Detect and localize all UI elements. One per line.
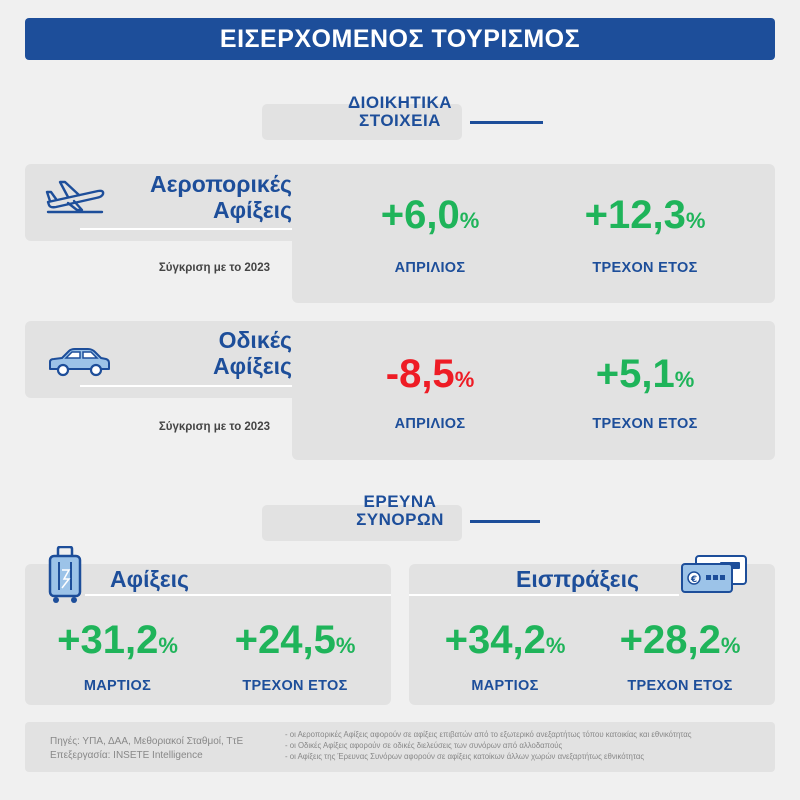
airplane-icon (45, 180, 105, 214)
admin-section-label (262, 104, 462, 140)
survey-arrivals-ytd-number: +24,5 (234, 618, 336, 662)
road-month-label: ΑΠΡΙΛΙΟΣ (394, 416, 466, 432)
road-title-line1: Οδικές (218, 327, 292, 353)
survey-section-line2: ΣΥΝΟΡΩΝ (356, 510, 444, 529)
survey-receipts-ytd-label: ΤΡΕΧΟΝ ΕΤΟΣ (627, 678, 733, 694)
air-divider (80, 228, 292, 230)
air-title-line1: Αεροπορικές (150, 171, 292, 197)
survey-receipts-divider (409, 594, 679, 596)
survey-arrivals-ytd-value: +24,5% (205, 618, 385, 663)
road-ytd-number: +5,1 (595, 352, 675, 396)
road-ytd-value: +5,1% (555, 352, 735, 397)
survey-section-underline (470, 520, 540, 523)
survey-arrivals-month-value: +31,2% (30, 618, 205, 663)
air-comparison: Σύγκριση με το 2023 (158, 262, 270, 274)
road-ytd-label: ΤΡΕΧΟΝ ΕΤΟΣ (592, 416, 698, 432)
road-title: Οδικές Αφίξεις (100, 327, 292, 379)
page-title: ΕΙΣΕΡΧΟΜΕΝΟΣ ΤΟΥΡΙΣΜΟΣ (25, 18, 775, 60)
footer-note-2: - οι Οδικές Αφίξεις αφορούν σε οδικές δι… (285, 741, 563, 750)
admin-section-line1: ΔΙΟΙΚΗΤΙΚΑ (347, 93, 453, 112)
car-icon (49, 348, 110, 377)
survey-receipts-ytd-pct: % (720, 633, 741, 658)
footer-note-1: - οι Αεροπορικές Αφίξεις αφορούν σε αφίξ… (285, 730, 692, 739)
air-data-panel (292, 164, 775, 303)
road-ytd-pct: % (674, 367, 695, 392)
air-month-pct: % (459, 208, 480, 233)
air-month-value: +6,0% (340, 193, 520, 238)
survey-arrivals-ytd-label: ΤΡΕΧΟΝ ΕΤΟΣ (242, 678, 348, 694)
survey-arrivals-month-number: +31,2 (57, 618, 159, 662)
air-title: Αεροπορικές Αφίξεις (100, 171, 292, 223)
survey-section-label (262, 505, 462, 541)
survey-arrivals-panel (25, 564, 391, 705)
footer-sources-block: Πηγές: ΥΠΑ, ΔΑΑ, Μεθοριακοί Σταθμοί, ΤτΕ… (50, 735, 280, 763)
air-ytd-pct: % (685, 208, 706, 233)
survey-receipts-month-label: ΜΑΡΤΙΟΣ (471, 678, 539, 694)
luggage-icon (48, 546, 82, 603)
footer-processing: Επεξεργασία: INSETE Intelligence (50, 750, 203, 761)
survey-arrivals-ytd-pct: % (335, 633, 356, 658)
survey-receipts-month-number: +34,2 (444, 618, 546, 662)
air-ytd-value: +12,3% (555, 193, 735, 238)
survey-arrivals-title: Αφίξεις (110, 566, 189, 592)
air-ytd-label: ΤΡΕΧΟΝ ΕΤΟΣ (592, 260, 698, 276)
survey-receipts-month-pct: % (545, 633, 566, 658)
road-month-value: -8,5% (340, 352, 520, 397)
road-month-pct: % (454, 367, 475, 392)
air-month-number: +6,0 (380, 193, 460, 237)
survey-receipts-ytd-value: +28,2% (590, 618, 770, 663)
survey-receipts-ytd-number: +28,2 (619, 618, 721, 662)
survey-section-title: ΕΡΕΥΝΑ ΣΥΝΟΡΩΝ (300, 493, 500, 529)
admin-section-underline (470, 121, 543, 124)
footer-notes: - οι Αεροπορικές Αφίξεις αφορούν σε αφίξ… (285, 729, 770, 762)
survey-arrivals-month-pct: % (158, 633, 178, 658)
road-title-line2: Αφίξεις (213, 353, 292, 379)
road-divider (80, 385, 292, 387)
survey-section-line1: ΕΡΕΥΝΑ (363, 492, 437, 511)
card-icon: € (681, 555, 747, 593)
admin-section-line2: ΣΤΟΙΧΕΙΑ (359, 111, 441, 130)
footer-box (25, 722, 775, 772)
road-comparison: Σύγκριση με το 2023 (158, 421, 270, 433)
footer-sources: Πηγές: ΥΠΑ, ΔΑΑ, Μεθοριακοί Σταθμοί, ΤτΕ (50, 736, 244, 747)
admin-section-title: ΔΙΟΙΚΗΤΙΚΑ ΣΤΟΙΧΕΙΑ (300, 94, 500, 130)
footer-note-3: - οι Αφίξεις της Έρευνας Συνόρων αφορούν… (285, 752, 645, 761)
air-title-line2: Αφίξεις (213, 197, 292, 223)
svg-text:€: € (690, 575, 697, 585)
survey-arrivals-divider (85, 594, 391, 596)
air-ytd-number: +12,3 (584, 193, 686, 237)
road-month-number: -8,5 (385, 352, 455, 396)
survey-arrivals-month-label: ΜΑΡΤΙΟΣ (83, 678, 152, 694)
survey-receipts-title: Εισπράξεις (516, 566, 639, 592)
survey-receipts-month-value: +34,2% (415, 618, 595, 663)
air-month-label: ΑΠΡΙΛΙΟΣ (394, 260, 466, 276)
road-data-panel (292, 321, 775, 460)
